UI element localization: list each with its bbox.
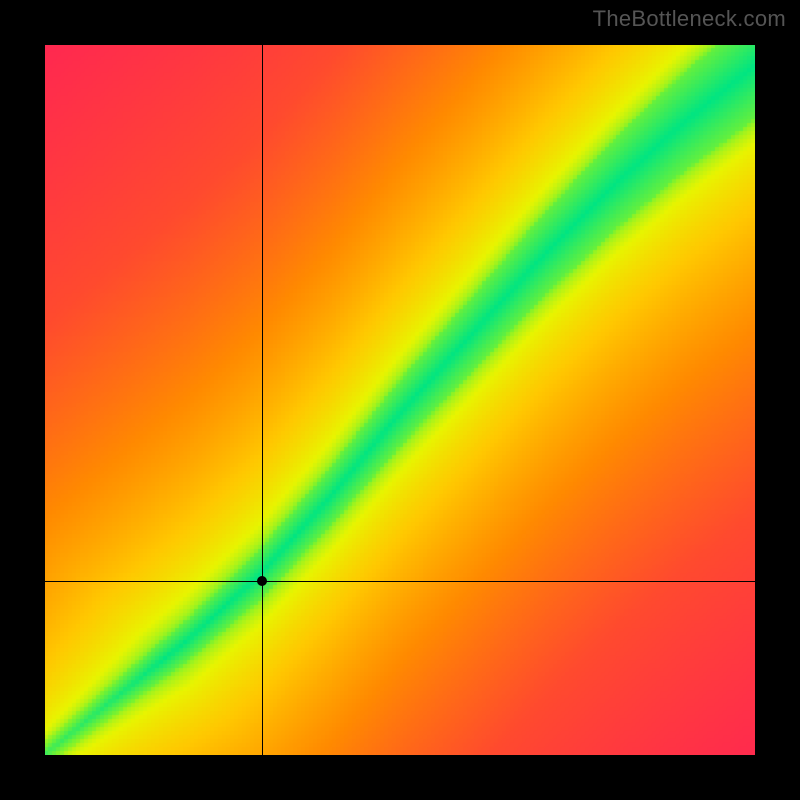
heatmap-canvas	[45, 45, 755, 755]
crosshair-marker	[257, 576, 267, 586]
chart-container: TheBottleneck.com	[0, 0, 800, 800]
crosshair-vertical	[262, 45, 263, 755]
crosshair-horizontal	[45, 581, 755, 582]
watermark-text: TheBottleneck.com	[593, 6, 786, 32]
plot-area	[45, 45, 755, 755]
